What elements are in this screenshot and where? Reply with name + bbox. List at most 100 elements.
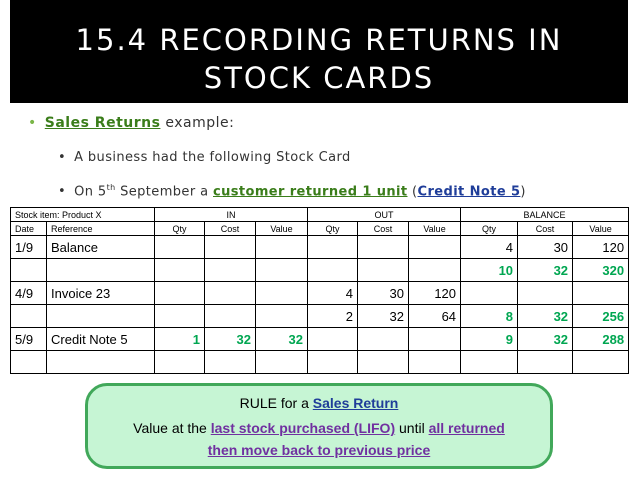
cell-bal-value: 320 bbox=[572, 258, 630, 282]
cell-date: 1/9 bbox=[10, 235, 47, 259]
sales-returns-highlight: Sales Returns bbox=[44, 115, 161, 131]
cell-in-value bbox=[255, 350, 309, 374]
bullet-dot-icon: • bbox=[28, 115, 37, 131]
cell-reference bbox=[45, 304, 156, 328]
cell-out-cost bbox=[357, 350, 410, 374]
cell-in-cost bbox=[204, 258, 257, 282]
cell-bal-value: 256 bbox=[572, 304, 630, 328]
table-row: 4/9 Invoice 23 4 30 120 bbox=[10, 281, 630, 305]
cell-out-value bbox=[408, 235, 462, 259]
rule-text: Value at the last stock purchased (LIFO)… bbox=[88, 417, 550, 461]
cell-date bbox=[10, 258, 47, 282]
table-row: 2 32 64 8 32 256 bbox=[10, 304, 630, 328]
cell-out-cost bbox=[357, 327, 410, 351]
cell-reference: Invoice 23 bbox=[45, 281, 156, 305]
cell-bal-cost bbox=[517, 281, 574, 305]
cell-date bbox=[10, 304, 47, 328]
cell-out-value bbox=[408, 350, 462, 374]
table-column-header: Date Reference Qty Cost Value Qty Cost V… bbox=[10, 221, 630, 236]
group-out: OUT bbox=[307, 207, 462, 222]
bullet-3-open: ( bbox=[407, 184, 418, 200]
col-bal-qty: Qty bbox=[460, 221, 519, 236]
cell-out-value: 120 bbox=[408, 281, 462, 305]
cell-bal-value bbox=[572, 350, 630, 374]
col-bal-cost: Cost bbox=[517, 221, 574, 236]
cell-out-value: 64 bbox=[408, 304, 462, 328]
group-in: IN bbox=[154, 207, 309, 222]
rule-text-prefix: Value at the bbox=[133, 420, 211, 436]
title-line-1: 15.4 RECORDING RETURNS IN bbox=[75, 23, 563, 57]
col-in-qty: Qty bbox=[154, 221, 206, 236]
cell-out-qty bbox=[307, 350, 359, 374]
bullet-3-prefix: On 5 bbox=[74, 184, 107, 200]
sales-return-rule-box: RULE for a Sales Return Value at the las… bbox=[85, 383, 553, 469]
cell-reference: Credit Note 5 bbox=[45, 327, 156, 351]
cell-bal-cost: 30 bbox=[517, 235, 574, 259]
stock-card-table: Stock item: Product X IN OUT BALANCE Dat… bbox=[9, 207, 630, 374]
cell-bal-qty: 9 bbox=[460, 327, 519, 351]
cell-in-qty bbox=[154, 304, 206, 328]
rule-text-mid: until bbox=[395, 420, 429, 436]
cell-in-value: 32 bbox=[255, 327, 309, 351]
cell-bal-qty bbox=[460, 281, 519, 305]
table-row: 5/9 Credit Note 5 1 32 32 9 32 288 bbox=[10, 327, 630, 351]
rule-heading: RULE for a Sales Return bbox=[88, 395, 550, 411]
rule-sales-return-highlight: Sales Return bbox=[312, 395, 399, 411]
rule-all-returned-highlight: all returned bbox=[428, 420, 505, 436]
cell-in-qty bbox=[154, 350, 206, 374]
bullet-3-sup: th bbox=[106, 183, 116, 192]
cell-out-qty bbox=[307, 235, 359, 259]
col-bal-value: Value bbox=[572, 221, 630, 236]
cell-in-value bbox=[255, 258, 309, 282]
cell-bal-cost: 32 bbox=[517, 304, 574, 328]
cell-in-qty: 1 bbox=[154, 327, 206, 351]
cell-bal-cost: 32 bbox=[517, 258, 574, 282]
col-in-cost: Cost bbox=[204, 221, 257, 236]
bullet-1-text: example: bbox=[160, 115, 235, 131]
cell-out-value bbox=[408, 327, 462, 351]
cell-date: 4/9 bbox=[10, 281, 47, 305]
cell-in-qty bbox=[154, 258, 206, 282]
slide-title: 15.4 RECORDING RETURNS IN STOCK CARDS bbox=[10, 0, 628, 103]
cell-out-qty bbox=[307, 327, 359, 351]
cell-date bbox=[10, 350, 47, 374]
cell-bal-qty: 10 bbox=[460, 258, 519, 282]
cell-out-cost: 32 bbox=[357, 304, 410, 328]
table-row bbox=[10, 350, 630, 374]
col-date: Date bbox=[10, 221, 47, 236]
bullet-stock-card: • A business had the following Stock Card bbox=[58, 150, 351, 165]
cell-bal-qty: 4 bbox=[460, 235, 519, 259]
cell-in-cost: 32 bbox=[204, 327, 257, 351]
cell-out-cost: 30 bbox=[357, 281, 410, 305]
cell-in-cost bbox=[204, 281, 257, 305]
bullet-dot-icon: • bbox=[58, 184, 67, 200]
table-group-header: Stock item: Product X IN OUT BALANCE bbox=[9, 207, 630, 222]
customer-returned-highlight: customer returned 1 unit bbox=[213, 184, 408, 200]
cell-bal-value: 288 bbox=[572, 327, 630, 351]
col-in-value: Value bbox=[255, 221, 309, 236]
cell-reference bbox=[45, 258, 156, 282]
col-out-cost: Cost bbox=[357, 221, 410, 236]
cell-reference bbox=[45, 350, 156, 374]
bullet-3-mid: September a bbox=[115, 184, 213, 200]
cell-in-value bbox=[255, 304, 309, 328]
cell-out-cost bbox=[357, 258, 410, 282]
rule-lifo-highlight: last stock purchased (LIFO) bbox=[210, 420, 396, 436]
table-row: 10 32 320 bbox=[10, 258, 630, 282]
cell-out-qty bbox=[307, 258, 359, 282]
bullet-3-close: ) bbox=[520, 184, 526, 200]
col-reference: Reference bbox=[45, 221, 156, 236]
cell-out-value bbox=[408, 258, 462, 282]
cell-out-cost bbox=[357, 235, 410, 259]
bullet-2-text: A business had the following Stock Card bbox=[74, 150, 351, 165]
col-out-value: Value bbox=[408, 221, 462, 236]
table-row: 1/9 Balance 4 30 120 bbox=[10, 235, 630, 259]
credit-note-highlight: Credit Note 5 bbox=[417, 184, 521, 200]
rule-heading-prefix: RULE for a bbox=[239, 395, 313, 411]
cell-date: 5/9 bbox=[10, 327, 47, 351]
col-out-qty: Qty bbox=[307, 221, 359, 236]
cell-bal-value bbox=[572, 281, 630, 305]
bullet-sales-returns: • Sales Returns example: bbox=[28, 115, 234, 131]
cell-out-qty: 2 bbox=[307, 304, 359, 328]
cell-bal-cost: 32 bbox=[517, 327, 574, 351]
